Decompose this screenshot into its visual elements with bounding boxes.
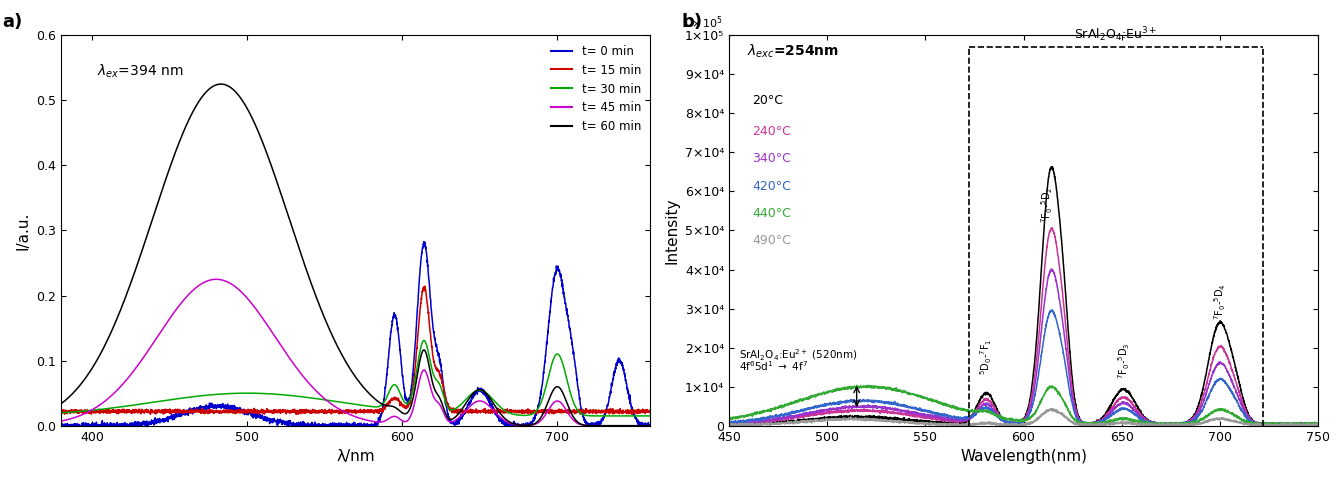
Text: $\lambda_{exc}$=254nm: $\lambda_{exc}$=254nm	[747, 43, 839, 60]
Text: 4f$^6$5d$^1$ $\rightarrow$ 4f$^7$: 4f$^6$5d$^1$ $\rightarrow$ 4f$^7$	[739, 359, 808, 373]
Text: SrAl$_2$O$_4$:Eu$^{3+}$: SrAl$_2$O$_4$:Eu$^{3+}$	[1074, 25, 1157, 44]
Text: $^5$D$_0$-$^7$F$_1$: $^5$D$_0$-$^7$F$_1$	[978, 338, 995, 375]
Text: $^7$F$_0$-$^5$D$_3$: $^7$F$_0$-$^5$D$_3$	[1116, 342, 1132, 379]
Legend: t= 0 min, t= 15 min, t= 30 min, t= 45 min, t= 60 min: t= 0 min, t= 15 min, t= 30 min, t= 45 mi…	[547, 41, 644, 137]
Text: 490°C: 490°C	[753, 234, 792, 248]
Text: $\lambda_{ex}$=394 nm: $\lambda_{ex}$=394 nm	[97, 63, 183, 80]
Y-axis label: Intensity: Intensity	[664, 197, 679, 264]
Y-axis label: I/a.u.: I/a.u.	[16, 211, 31, 250]
Text: 20°C: 20°C	[753, 94, 784, 107]
Text: 440°C: 440°C	[753, 207, 792, 220]
Text: a): a)	[3, 13, 23, 32]
X-axis label: λ/nm: λ/nm	[336, 449, 375, 464]
Text: 340°C: 340°C	[753, 152, 792, 165]
X-axis label: Wavelength(nm): Wavelength(nm)	[960, 449, 1087, 464]
Text: $^7$F$_0$-$^5$D$_4$: $^7$F$_0$-$^5$D$_4$	[1212, 283, 1227, 320]
Text: 420°C: 420°C	[753, 180, 792, 193]
Text: SrAl$_2$O$_4$:Eu$^{2+}$ (520nm): SrAl$_2$O$_4$:Eu$^{2+}$ (520nm)	[739, 348, 857, 363]
Text: 240°C: 240°C	[753, 125, 792, 138]
Text: b): b)	[681, 13, 703, 32]
Text: $1\times10^5$: $1\times10^5$	[681, 15, 723, 32]
Text: $^7$F$_0$-$^5$D$_2$: $^7$F$_0$-$^5$D$_2$	[1039, 186, 1055, 223]
